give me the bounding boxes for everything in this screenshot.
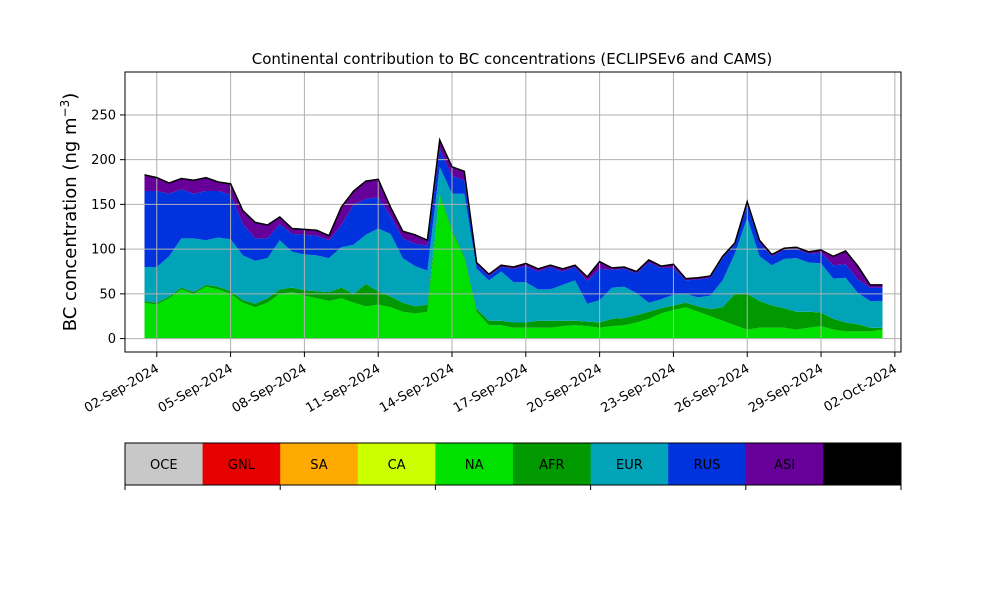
grid-lines (125, 72, 901, 352)
y-axis: 0 50 100 150 200 250 (91, 108, 125, 347)
legend-swatch-eur (590, 443, 669, 485)
x-tick-label: 20-Sep-2024 (525, 361, 605, 416)
legend-label-gnl: GNL (228, 458, 256, 473)
plot-area (124, 71, 902, 353)
x-tick-label: 23-Sep-2024 (599, 361, 679, 416)
y-tick-label: 0 (108, 332, 116, 347)
x-axis: 02-Sep-202405-Sep-202408-Sep-202411-Sep-… (82, 352, 900, 416)
legend-swatch-afr (513, 443, 592, 485)
legend-frame (124, 442, 902, 486)
area-afr (144, 193, 883, 332)
total-concentration-line (144, 137, 883, 286)
x-tick-label: 29-Sep-2024 (746, 361, 826, 416)
legend-label-afr: AFR (539, 458, 564, 473)
legend-swatch-na (435, 443, 514, 485)
legend-label-aus: AUS (849, 458, 876, 473)
y-tick-label: 150 (91, 198, 116, 213)
legend-label-rus: RUS (694, 458, 721, 473)
stacked-areas (144, 140, 883, 339)
legend-label-na: NA (465, 458, 484, 473)
legend-swatch-asi (745, 443, 824, 485)
y-axis-label: BC concentration (ng m−3) (58, 93, 81, 332)
legend-swatch-rus (668, 443, 747, 485)
x-tick-label: 02-Sep-2024 (82, 361, 162, 416)
y-tick-label: 200 (91, 153, 116, 168)
x-tick-label: 08-Sep-2024 (230, 361, 310, 416)
area-eur (144, 166, 883, 328)
x-tick-label: 02-Oct-2024 (821, 361, 899, 415)
plot-frame (124, 71, 902, 353)
x-tick-label: 05-Sep-2024 (156, 361, 236, 416)
color-legend: OCE GNL SA CA NA AFR EUR RUS ASI AUS (124, 442, 902, 490)
legend-swatch-oce (125, 443, 204, 485)
area-na (144, 195, 883, 339)
legend-swatch-sa (280, 443, 359, 485)
legend-swatch-aus (823, 443, 902, 485)
chart-title: Continental contribution to BC concentra… (252, 50, 773, 68)
x-tick-label: 11-Sep-2024 (303, 361, 383, 416)
legend-label-ca: CA (388, 458, 406, 473)
legend-label-oce: OCE (150, 458, 178, 473)
y-tick-label: 50 (99, 287, 116, 302)
x-tick-label: 14-Sep-2024 (377, 361, 457, 416)
y-tick-label: 100 (91, 243, 116, 258)
x-tick-label: 17-Sep-2024 (451, 361, 531, 416)
legend-swatch-gnl (202, 443, 281, 485)
area-rus (144, 148, 883, 304)
y-tick-label: 250 (91, 108, 116, 123)
legend-swatch-ca (357, 443, 436, 485)
legend-label-eur: EUR (616, 458, 643, 473)
x-tick-label: 26-Sep-2024 (672, 361, 752, 416)
legend-label-sa: SA (310, 458, 327, 473)
legend-label-asi: ASI (774, 458, 795, 473)
